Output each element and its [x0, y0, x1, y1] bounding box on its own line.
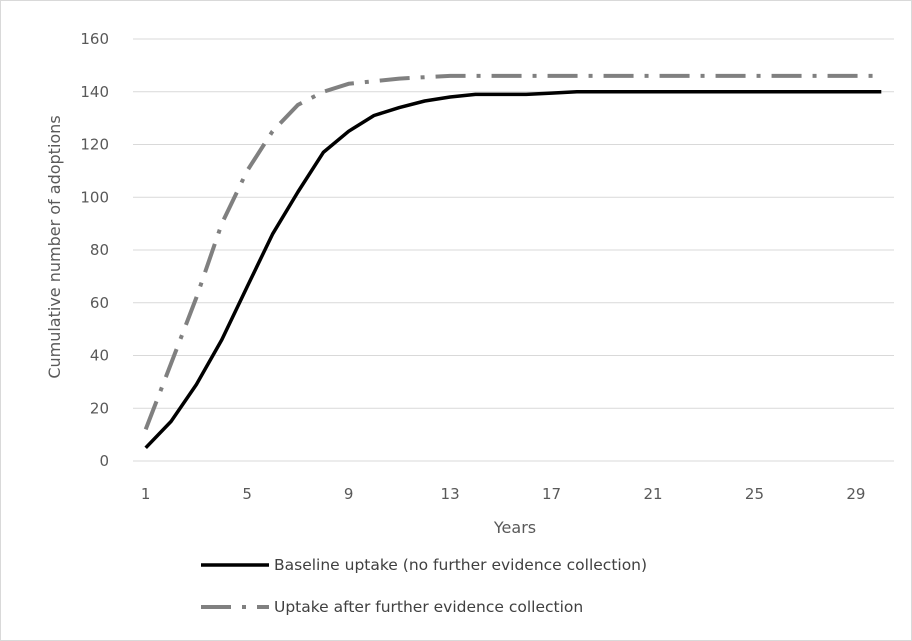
x-axis-title: Years	[493, 518, 536, 537]
y-tick-label: 140	[80, 83, 109, 101]
x-tick-label: 29	[846, 485, 865, 503]
y-axis-ticks: 0 20 40 60 80 100 120 140 160	[80, 30, 109, 470]
x-tick-label: 5	[242, 485, 252, 503]
x-tick-label: 9	[344, 485, 354, 503]
y-tick-label: 80	[90, 241, 109, 259]
gridlines	[133, 38, 894, 462]
y-tick-label: 120	[80, 136, 109, 154]
x-tick-label: 13	[441, 485, 460, 503]
legend-label-1: Baseline uptake (no further evidence col…	[274, 556, 647, 574]
y-tick-label: 100	[80, 188, 109, 206]
series-lines	[143, 73, 882, 450]
x-axis-ticks: 1 5 9 13 17 21 25 29	[141, 485, 866, 503]
x-tick-label: 1	[141, 485, 151, 503]
y-tick-label: 160	[80, 30, 109, 48]
legend-label-2: Uptake after further evidence collection	[274, 598, 583, 616]
x-tick-label: 21	[643, 485, 662, 503]
y-tick-label: 60	[90, 294, 109, 312]
y-axis-title: Cumulative number of adoptions	[45, 115, 64, 378]
x-tick-label: 25	[745, 485, 764, 503]
x-tick-label: 17	[542, 485, 561, 503]
series-line-1	[144, 90, 882, 450]
legend: Baseline uptake (no further evidence col…	[201, 556, 647, 616]
series-line-2	[143, 73, 882, 431]
y-tick-label: 20	[90, 399, 109, 417]
y-tick-label: 40	[90, 347, 109, 365]
y-tick-label: 0	[99, 452, 109, 470]
